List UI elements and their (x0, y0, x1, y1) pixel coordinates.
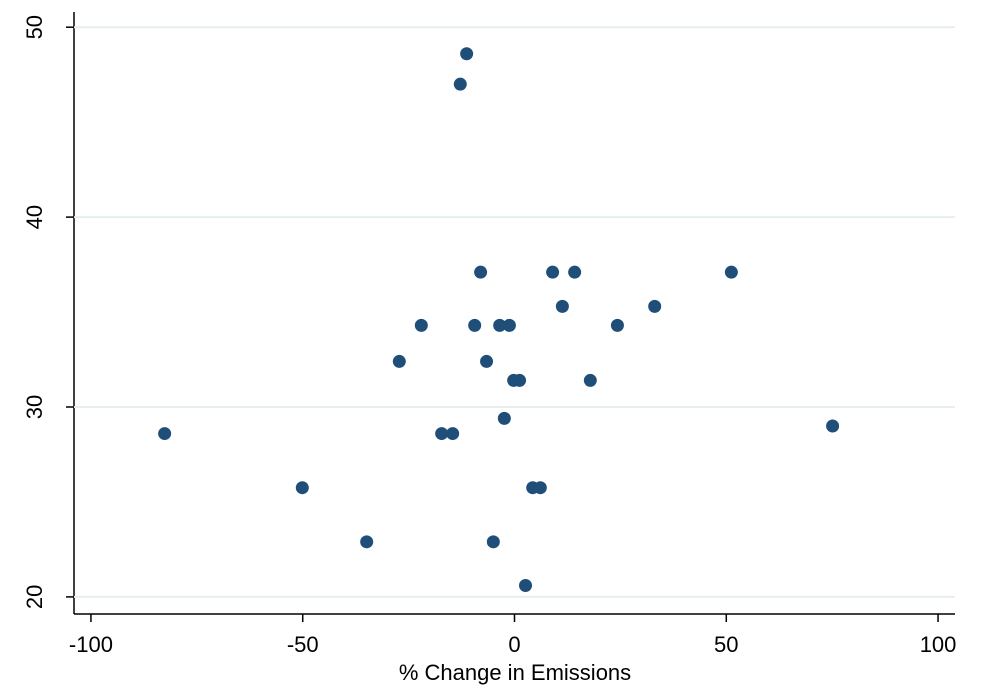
point (724, 265, 738, 279)
point (360, 535, 374, 549)
x-tick-label: -50 (287, 632, 319, 657)
point (555, 299, 569, 313)
point (158, 427, 172, 441)
point (460, 47, 474, 61)
point (497, 411, 511, 425)
point (446, 427, 460, 441)
point (502, 318, 516, 332)
point (568, 265, 582, 279)
point (533, 481, 547, 495)
point (392, 354, 406, 368)
y-tick-label: 50 (22, 15, 47, 39)
point (453, 77, 467, 91)
point (486, 535, 500, 549)
point (435, 427, 449, 441)
x-axis-label: % Change in Emissions (399, 660, 631, 685)
y-tick-label: 20 (22, 585, 47, 609)
x-tick-label: -100 (69, 632, 113, 657)
point (468, 318, 482, 332)
x-tick-label: 0 (508, 632, 520, 657)
point (295, 481, 309, 495)
point (474, 265, 488, 279)
point (519, 579, 533, 593)
x-tick-label: 50 (714, 632, 738, 657)
x-tick-label: 100 (920, 632, 957, 657)
point (648, 299, 662, 313)
y-tick-label: 30 (22, 395, 47, 419)
point (546, 265, 560, 279)
point (610, 318, 624, 332)
point (583, 373, 597, 387)
point (480, 354, 494, 368)
point (826, 419, 840, 433)
y-tick-label: 40 (22, 205, 47, 229)
point (513, 373, 527, 387)
point (493, 318, 507, 332)
point (414, 318, 428, 332)
